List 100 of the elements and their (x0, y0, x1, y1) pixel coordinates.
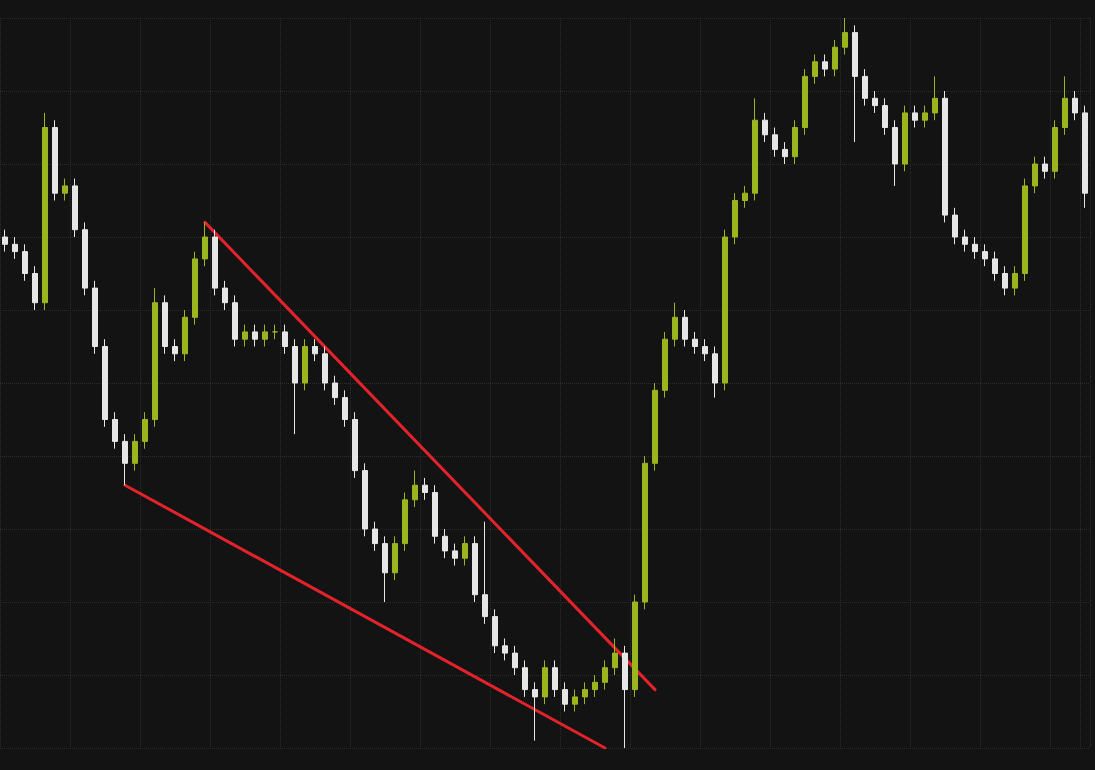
candlestick (22, 243, 28, 282)
candlestick (102, 338, 108, 428)
candlestick (12, 236, 18, 260)
candlestick (32, 265, 38, 311)
candlestick (212, 229, 218, 296)
candlestick (492, 608, 498, 654)
candlestick (482, 521, 488, 625)
candlestick (992, 251, 998, 282)
candlestick (142, 411, 148, 450)
candlestick (792, 119, 798, 165)
candlestick (192, 251, 198, 326)
candlestick (922, 105, 928, 128)
candlestick (862, 68, 868, 107)
candlestick (662, 331, 668, 399)
candlestick (1032, 156, 1038, 194)
candlestick (532, 681, 538, 742)
candlestick (422, 477, 428, 501)
candlestick (112, 411, 118, 450)
candlestick (732, 192, 738, 245)
candlestick (92, 280, 98, 355)
candlestick (442, 528, 448, 559)
candlestick (602, 659, 608, 691)
candlestick (222, 280, 228, 311)
candlestick (372, 521, 378, 552)
candlestick (642, 455, 648, 610)
candlestick (1082, 105, 1088, 209)
candlestick (182, 309, 188, 362)
candlestick (1022, 178, 1028, 282)
candlestick (852, 24, 858, 143)
candlestick (562, 681, 568, 712)
candlestick (832, 39, 838, 77)
candlestick (392, 535, 398, 581)
candlestick (252, 324, 258, 347)
candlestick (942, 90, 948, 223)
candlestick (302, 338, 308, 391)
candlestick (512, 645, 518, 676)
candlestick (432, 484, 438, 545)
candlestick (962, 229, 968, 253)
candlestick (652, 382, 658, 472)
candlestick (162, 294, 168, 355)
candlestick (502, 638, 508, 661)
candlestick (902, 105, 908, 172)
candlestick (812, 54, 818, 85)
candlestick (742, 185, 748, 209)
candlestick (1072, 90, 1078, 121)
candlestick (522, 659, 528, 698)
candlestick (382, 535, 388, 603)
candlestick (1012, 265, 1018, 296)
candlestick (592, 674, 598, 698)
candlestick (202, 221, 208, 267)
candlestick (872, 90, 878, 114)
candlestick (572, 689, 578, 712)
candlestick (362, 462, 368, 537)
candlestick (542, 659, 548, 705)
candlestick (1062, 75, 1068, 136)
candlestick (322, 346, 328, 391)
candlestick (472, 535, 478, 603)
candlestick (1042, 156, 1048, 180)
candlestick (412, 470, 418, 508)
candlestick (712, 346, 718, 399)
candlestick (62, 178, 68, 201)
candlestick (822, 54, 828, 77)
candlestick (782, 141, 788, 165)
candlestick (122, 433, 128, 486)
candlestick (242, 324, 248, 347)
candlestick (972, 236, 978, 260)
candlestick (352, 411, 358, 479)
candlestick (982, 243, 988, 267)
candlestick (632, 594, 638, 698)
candlestick (802, 68, 808, 136)
candlestick (452, 543, 458, 566)
candlestick (672, 302, 678, 347)
candlestick (622, 645, 628, 749)
candlestick (582, 681, 588, 705)
candlestick (772, 127, 778, 158)
candlestick (552, 659, 558, 698)
candlestick (132, 433, 138, 472)
candlestick (72, 178, 78, 238)
candlestick (332, 375, 338, 406)
candlestick (912, 105, 918, 128)
candlestick (152, 287, 158, 428)
candlestick (932, 75, 938, 121)
candlestick (262, 324, 268, 347)
candlestick (172, 338, 178, 362)
candlestick (402, 492, 408, 552)
candlestick (292, 338, 298, 435)
candlestick (752, 97, 758, 201)
candlestick (272, 324, 278, 340)
candlestick (892, 119, 898, 187)
candlestick (762, 112, 768, 143)
candlestick (42, 112, 48, 311)
candlestick (52, 119, 58, 201)
candlestick (842, 17, 848, 55)
candlestick (702, 338, 708, 362)
candlestick (1002, 265, 1008, 296)
candlestick (462, 535, 468, 566)
candlestick (312, 338, 318, 362)
candlestick (232, 294, 238, 347)
candlestick (952, 207, 958, 245)
candlestick (692, 331, 698, 355)
